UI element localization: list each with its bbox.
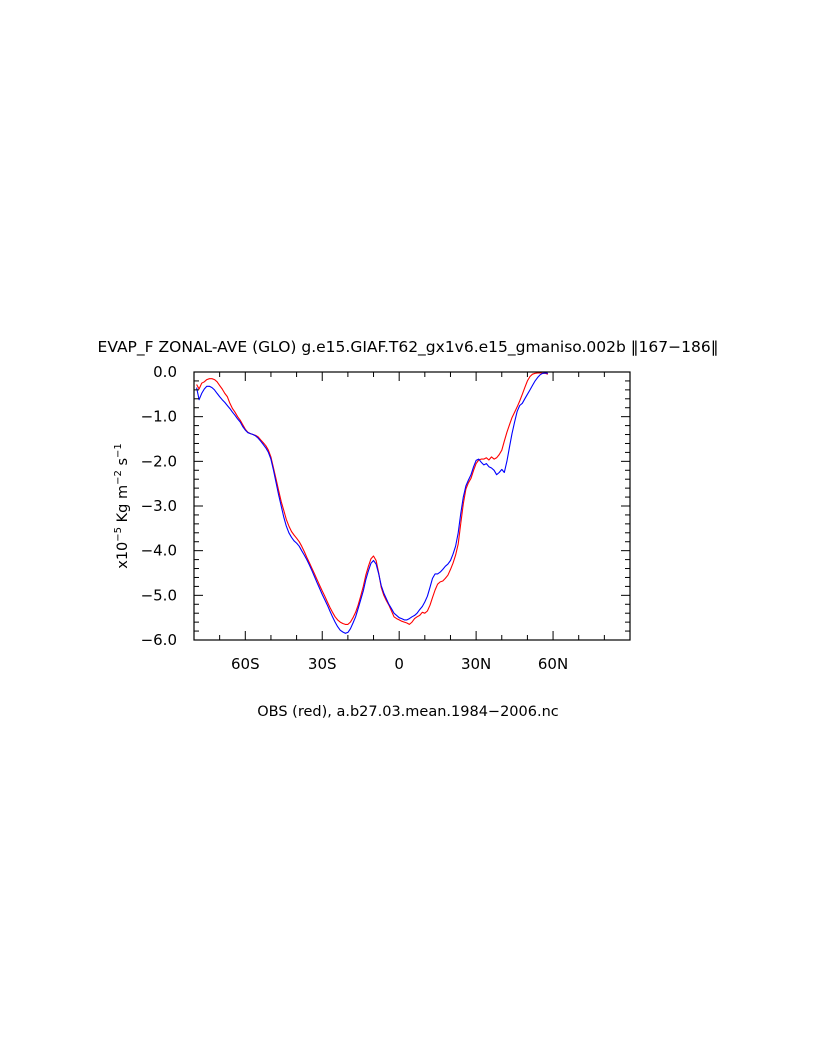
y-axis-label-exponent-1: −5: [113, 527, 124, 542]
y-tick-label: 0.0: [153, 363, 177, 381]
chart-title: EVAP_F ZONAL-AVE (GLO) g.e15.GIAF.T62_gx…: [98, 338, 719, 357]
x-tick-label: 60N: [538, 655, 568, 673]
y-tick-label: −3.0: [141, 497, 177, 515]
y-tick-label: −5.0: [141, 586, 177, 604]
y-axis-label-units-2: s: [115, 458, 131, 470]
plot-area: [193, 371, 631, 641]
obs-series-line: [196, 372, 549, 625]
x-tick-labels: 60S 30S 0 30N 60N: [231, 655, 568, 673]
x-tick-label: 0: [394, 655, 404, 673]
plot-frame: [193, 371, 631, 641]
series-layer: [196, 372, 549, 634]
y-tick-label: −4.0: [141, 542, 177, 560]
y-axis-label-prefix: x10: [115, 542, 131, 569]
y-axis-label: x10−5 Kg m−2 s−1: [113, 443, 131, 569]
x-tick-label: 60S: [231, 655, 260, 673]
x-tick-label: 30S: [308, 655, 337, 673]
y-axis-label-exponent-3: −1: [113, 443, 124, 458]
model-series-line: [196, 372, 548, 634]
y-tick-labels: 0.0 −1.0 −2.0 −3.0 −4.0 −5.0 −6.0: [141, 363, 177, 649]
y-tick-label: −6.0: [141, 631, 177, 649]
y-axis-label-units: Kg m: [115, 485, 131, 527]
chart-footer-note: OBS (red), a.b27.03.mean.1984−2006.nc: [257, 704, 559, 720]
y-axis-label-exponent-2: −2: [113, 470, 124, 485]
y-tick-label: −1.0: [141, 408, 177, 426]
x-tick-label: 30N: [461, 655, 491, 673]
y-tick-label: −2.0: [141, 452, 177, 470]
ticks-layer: [193, 371, 631, 641]
